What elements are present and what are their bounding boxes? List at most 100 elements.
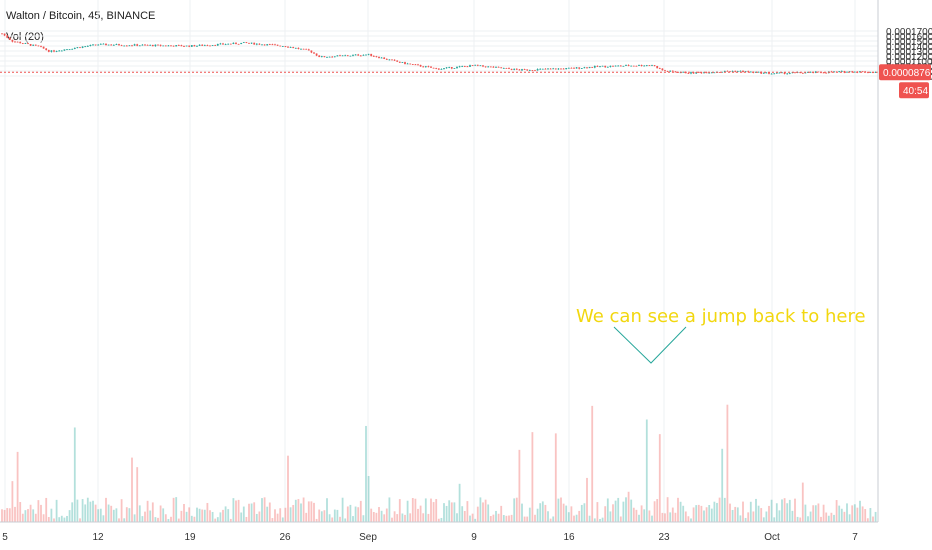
candle-body (255, 43, 258, 45)
candle-body (271, 44, 274, 46)
volume-bar (24, 510, 27, 522)
candle-body (183, 46, 185, 47)
candle-body (315, 53, 318, 56)
candle-body (531, 70, 534, 72)
candle-body (391, 59, 393, 61)
volume-bar (677, 497, 679, 522)
candle-body (783, 72, 786, 75)
volume-bar (791, 510, 794, 522)
volume-bar (773, 517, 776, 522)
candle-body (253, 42, 256, 45)
volume-bar (500, 505, 503, 522)
candle-body (583, 67, 586, 69)
candle-body (29, 43, 32, 46)
candle-body (466, 66, 469, 68)
volume-bar (874, 511, 877, 522)
volume-bar (526, 516, 529, 522)
volume-bar (461, 506, 464, 522)
price-tags: 0.0000876 40:54 (879, 64, 931, 99)
volume-bar (393, 511, 396, 522)
candle-body (287, 46, 289, 48)
volume-bar (55, 499, 58, 522)
candle-body (749, 71, 752, 73)
volume-bar (557, 498, 560, 522)
candle-body (276, 44, 279, 46)
volume-bar (157, 517, 159, 522)
volume-bar (437, 518, 440, 522)
volume-bar (287, 455, 289, 522)
volume-bar (435, 499, 438, 522)
volume-bar (292, 504, 295, 522)
candle-body (320, 56, 323, 58)
candle-body (791, 72, 794, 74)
candle-body (528, 70, 531, 72)
volume-bar (664, 513, 666, 522)
volume-bar (554, 433, 557, 522)
candle-body (118, 44, 120, 46)
volume-bar (307, 501, 310, 522)
candle-body (492, 66, 495, 68)
volume-indicator-label[interactable]: Vol (20) (6, 31, 44, 43)
volume-bar (352, 516, 354, 522)
candle-body (68, 49, 71, 51)
volume-bar (432, 502, 435, 522)
volume-bar (76, 499, 79, 522)
candle-body (500, 67, 503, 69)
candle-body (575, 67, 578, 69)
candle-body (443, 68, 445, 69)
candle-body (365, 54, 367, 56)
volume-bar (180, 510, 183, 522)
volume-bar (302, 497, 305, 522)
candle-body (513, 68, 516, 70)
volume-bar (593, 518, 596, 522)
candle-body (359, 55, 362, 57)
candle-body (679, 72, 682, 74)
candle-body (640, 64, 643, 66)
price-tick-label: 0.0001100 (886, 57, 932, 68)
volume-bar (778, 510, 781, 522)
time-tick-label: 7 (852, 532, 858, 543)
volume-bar (411, 498, 414, 522)
candle-body (510, 68, 513, 70)
candle-body (172, 45, 175, 47)
candle-body (370, 53, 373, 56)
candle-body (539, 68, 542, 70)
candle-body (258, 43, 261, 45)
volume-bar (721, 448, 724, 522)
volume-bar (164, 514, 167, 522)
volume-bar (861, 506, 864, 522)
volume-bar (744, 517, 747, 522)
candle-body (159, 44, 162, 46)
candle-body (193, 45, 196, 47)
volume-bar (807, 516, 809, 522)
candle-body (437, 68, 440, 70)
volume-bar (136, 467, 139, 522)
candle-body (154, 44, 157, 47)
candle-body (630, 65, 633, 67)
volume-bar (619, 516, 622, 522)
volume-bar (16, 451, 19, 522)
volume-bar (240, 512, 243, 522)
candle-body (63, 49, 66, 51)
volume-bar (183, 504, 185, 522)
candle-body (307, 49, 310, 51)
candle-body (383, 57, 386, 59)
volume-bar (669, 512, 672, 522)
volume-bar (827, 515, 830, 522)
volume-bar (177, 518, 180, 522)
candle-body (814, 71, 817, 73)
volume-bar (385, 508, 388, 522)
candle-body (105, 43, 107, 46)
candle-body (484, 66, 487, 68)
candle-body (609, 65, 612, 67)
candle-body (461, 66, 464, 68)
candle-body (6, 35, 9, 38)
volume-bar (541, 501, 544, 522)
candle-body (638, 64, 640, 66)
volume-bar (528, 507, 531, 522)
volume-bar (840, 508, 843, 522)
volume-bar (549, 518, 552, 522)
volume-bar (539, 503, 542, 522)
volume-bar (645, 419, 648, 522)
